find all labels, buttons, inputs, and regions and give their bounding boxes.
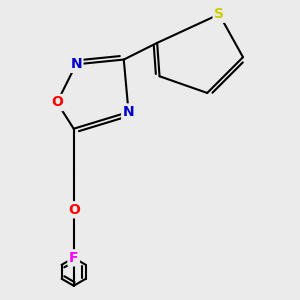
Text: N: N [123,105,134,119]
Text: O: O [68,203,80,217]
Text: F: F [69,251,78,265]
Text: S: S [214,7,224,21]
Text: N: N [70,57,82,71]
Text: O: O [51,95,63,110]
